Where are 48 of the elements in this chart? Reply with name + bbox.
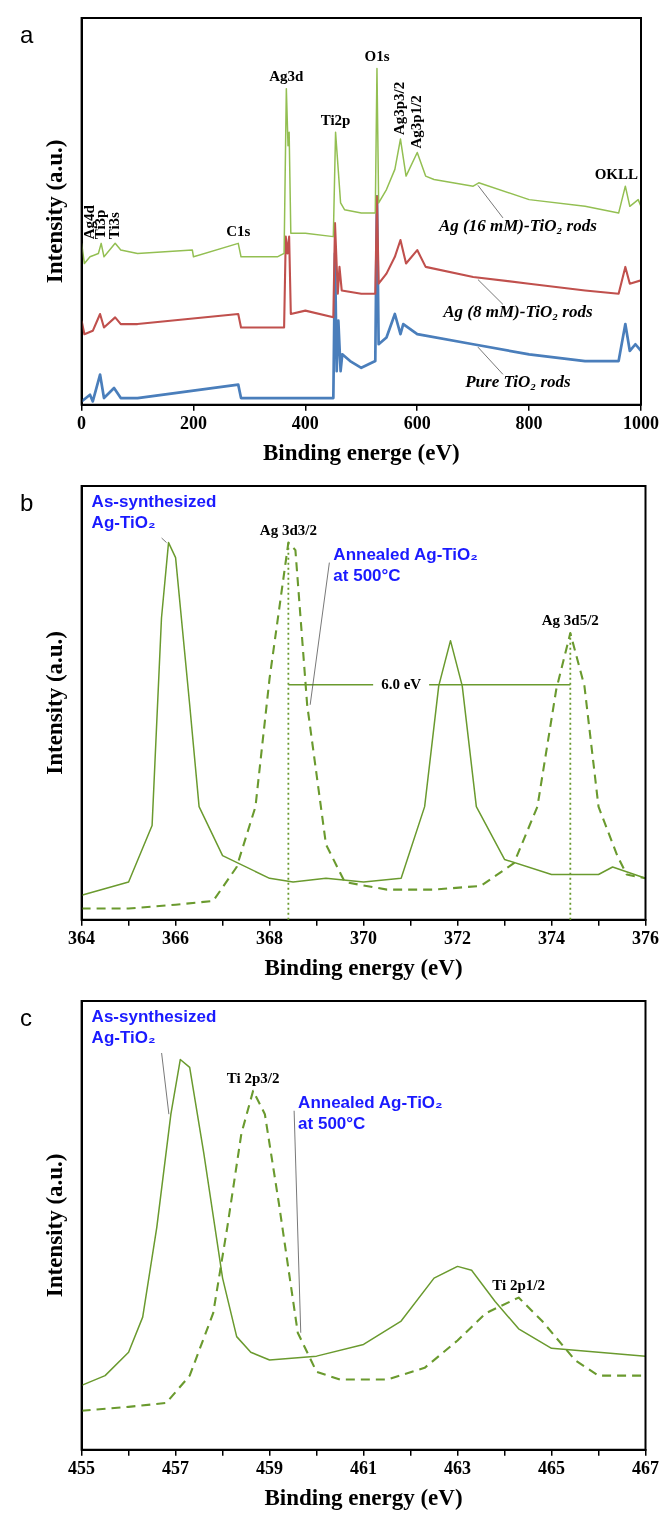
annotation: Ag 3d5/2 bbox=[541, 612, 599, 629]
annotation: Ag3p1/2 bbox=[408, 95, 425, 149]
text: Annealed Ag-TiO₂ at 500°C bbox=[333, 544, 478, 585]
x-tick-label: 372 bbox=[444, 928, 472, 949]
chart-title: c bbox=[20, 1003, 32, 1031]
x-tick-label: 364 bbox=[68, 928, 96, 949]
annotation: OKLL bbox=[594, 165, 639, 182]
x-tick-label: 459 bbox=[256, 1458, 284, 1479]
chart-title: a bbox=[20, 20, 34, 48]
x-tick-label: 0 bbox=[77, 413, 87, 434]
x-tick-label: 400 bbox=[291, 413, 319, 434]
series-label: Ag (16 mM)-TiO₂ rods bbox=[438, 215, 598, 235]
series-label: Annealed Ag-TiO₂ at 500°C bbox=[298, 1092, 443, 1133]
annotation: Ti 2p1/2 bbox=[492, 1276, 545, 1293]
x-tick-label: 370 bbox=[350, 928, 378, 949]
y-axis-title: Intensity (a.u.) bbox=[41, 139, 67, 284]
x-tick-label: 374 bbox=[538, 928, 566, 949]
x-tick-label: 461 bbox=[350, 1458, 378, 1479]
series-label: As-synthesized Ag-TiO₂ bbox=[91, 1007, 217, 1048]
x-axis-title: Binding energe (eV) bbox=[262, 440, 460, 466]
series-label: Pure TiO₂ rods bbox=[464, 372, 572, 392]
annotation: Ag 3d3/2 bbox=[259, 521, 317, 538]
x-tick-label: 366 bbox=[162, 928, 190, 949]
x-tick-label: 455 bbox=[68, 1458, 96, 1479]
x-tick-label: 376 bbox=[632, 928, 659, 949]
annotation: Ti2p bbox=[320, 111, 351, 128]
x-axis-title: Binding energy (eV) bbox=[264, 955, 463, 981]
x-axis-title: Binding energy (eV) bbox=[264, 1485, 463, 1511]
series-label: As-synthesized Ag-TiO₂ bbox=[91, 492, 217, 533]
series-label: Ag (8 mM)-TiO₂ rods bbox=[442, 302, 593, 322]
x-tick-label: 600 bbox=[403, 413, 431, 434]
annotation: C1s bbox=[226, 222, 251, 239]
x-tick-label: 800 bbox=[515, 413, 543, 434]
chart-title: b bbox=[20, 488, 34, 516]
annotation: Ag3p3/2 bbox=[391, 81, 408, 136]
x-tick-label: 1000 bbox=[623, 413, 659, 434]
annotation: 6.0 eV bbox=[381, 675, 422, 692]
x-tick-label: 463 bbox=[444, 1458, 472, 1479]
x-tick-label: 457 bbox=[162, 1458, 190, 1479]
y-axis-title: Intensity (a.u.) bbox=[41, 1153, 67, 1298]
annotation: Ag3d bbox=[269, 68, 305, 85]
y-axis-title: Intensity (a.u.) bbox=[41, 631, 67, 775]
x-tick-label: 368 bbox=[256, 928, 284, 949]
x-tick-label: 467 bbox=[632, 1458, 659, 1479]
annotation: O1s bbox=[364, 47, 390, 64]
x-tick-label: 465 bbox=[538, 1458, 566, 1479]
annotation: Ti 2p3/2 bbox=[226, 1070, 280, 1087]
x-tick-label: 200 bbox=[179, 413, 207, 434]
